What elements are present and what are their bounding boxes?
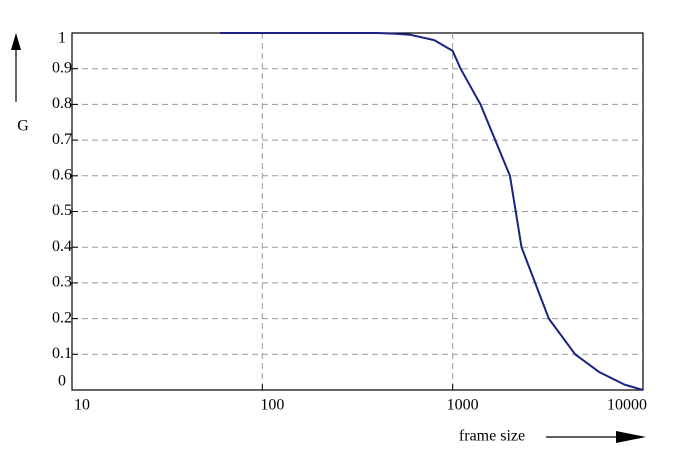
- y-tick-label: 0.4: [52, 238, 72, 255]
- y-tick-label: 0.2: [52, 309, 72, 326]
- x-tick-label: 1000: [447, 397, 479, 414]
- y-tick-label: 0.9: [52, 59, 72, 76]
- y-axis-label: G: [17, 118, 29, 135]
- y-tick-label: 1: [58, 30, 66, 47]
- y-tick-label: 0.8: [52, 95, 72, 112]
- x-axis-label: frame size: [459, 428, 525, 445]
- y-tick-label: 0.6: [52, 166, 72, 183]
- line-series: [220, 32, 644, 391]
- x-tick-label: 10: [74, 397, 90, 414]
- x-tick-label: 100: [260, 397, 284, 414]
- y-arrow-head: [11, 33, 21, 50]
- y-tick-label: 0.5: [52, 202, 72, 219]
- y-tick-label: 0: [58, 373, 66, 390]
- x-arrow-head: [616, 431, 646, 443]
- y-tick-label: 0.3: [52, 274, 72, 291]
- x-tick-label: 10000: [607, 397, 647, 414]
- y-tick-label: 0.1: [52, 345, 72, 362]
- y-tick-label: 0.7: [52, 131, 72, 148]
